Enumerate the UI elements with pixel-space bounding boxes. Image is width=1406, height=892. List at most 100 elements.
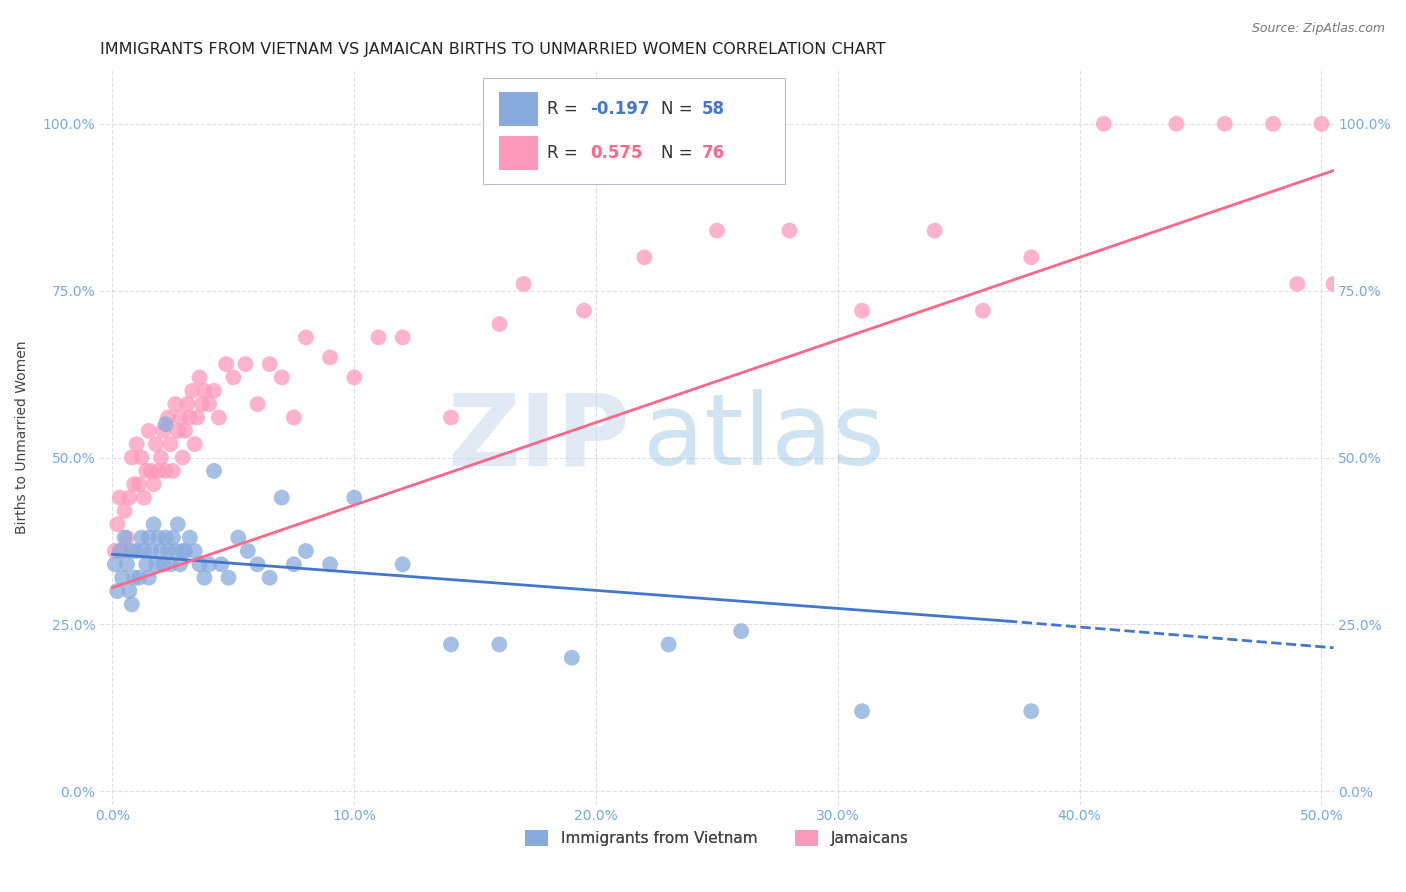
Point [176,397,198,411]
Point [1286,277,1309,291]
Point [166,424,188,438]
Point [512,277,534,291]
Point [706,224,728,238]
Point [114,504,136,518]
Point [488,317,510,331]
Legend: Immigrants from Vietnam, Jamaicans: Immigrants from Vietnam, Jamaicans [519,824,914,852]
Point [924,224,946,238]
Point [283,410,305,425]
Point [104,558,127,572]
Text: N =: N = [661,145,699,162]
Point [128,571,150,585]
Point [157,410,180,425]
Text: Source: ZipAtlas.com: Source: ZipAtlas.com [1251,22,1385,36]
Point [283,558,305,572]
Point [226,531,249,545]
Point [319,351,342,365]
Point [343,370,366,384]
Point [193,571,215,585]
Text: IMMIGRANTS FROM VIETNAM VS JAMAICAN BIRTHS TO UNMARRIED WOMEN CORRELATION CHART: IMMIGRANTS FROM VIETNAM VS JAMAICAN BIRT… [100,42,886,57]
Point [488,637,510,651]
Point [202,464,225,478]
Point [1092,117,1115,131]
Point [121,450,143,465]
Text: ZIP: ZIP [447,389,631,486]
FancyBboxPatch shape [499,92,538,126]
Point [111,544,134,558]
Point [730,624,752,638]
Point [149,544,172,558]
Point [198,397,221,411]
Point [343,491,366,505]
Point [166,517,188,532]
Point [169,410,191,425]
Point [121,598,143,612]
Point [218,571,240,585]
Point [179,531,201,545]
Point [145,437,167,451]
Point [319,558,342,572]
Point [122,477,145,491]
Point [141,544,163,558]
Text: atlas: atlas [643,389,884,486]
Point [142,517,165,532]
Point [259,571,281,585]
Point [162,531,184,545]
Text: 0.575: 0.575 [591,145,643,162]
Point [658,637,681,651]
Point [202,384,225,398]
Point [215,357,238,371]
Point [104,544,127,558]
Point [128,477,150,491]
Point [209,558,232,572]
Point [159,558,181,572]
Point [259,357,281,371]
Point [193,384,215,398]
Point [118,584,141,599]
Point [142,477,165,491]
Point [172,544,194,558]
Point [138,531,160,545]
Point [165,544,187,558]
Point [155,417,177,432]
Point [135,464,157,478]
Point [235,357,257,371]
Point [1019,250,1042,264]
Point [246,558,269,572]
Point [115,531,138,545]
Point [111,571,134,585]
Point [122,571,145,585]
Y-axis label: Births to Unmarried Women: Births to Unmarried Women [15,341,30,534]
Point [1166,117,1188,131]
Point [270,491,292,505]
Point [1261,117,1284,131]
Point [440,410,463,425]
Point [121,544,143,558]
Point [149,450,172,465]
Point [138,424,160,438]
Point [174,424,197,438]
Point [131,450,153,465]
Point [159,437,181,451]
Point [222,370,245,384]
Text: N =: N = [661,100,699,118]
Point [174,544,197,558]
Point [115,558,138,572]
Text: R =: R = [547,145,582,162]
Point [181,384,204,398]
Point [114,531,136,545]
Point [108,544,131,558]
Point [172,450,194,465]
Point [295,330,318,344]
Point [132,491,155,505]
Point [572,303,595,318]
Point [105,584,128,599]
Point [105,517,128,532]
Point [162,464,184,478]
Point [179,410,201,425]
Point [561,650,583,665]
Point [1358,277,1381,291]
Point [851,303,873,318]
Text: -0.197: -0.197 [591,100,650,118]
Point [198,558,221,572]
